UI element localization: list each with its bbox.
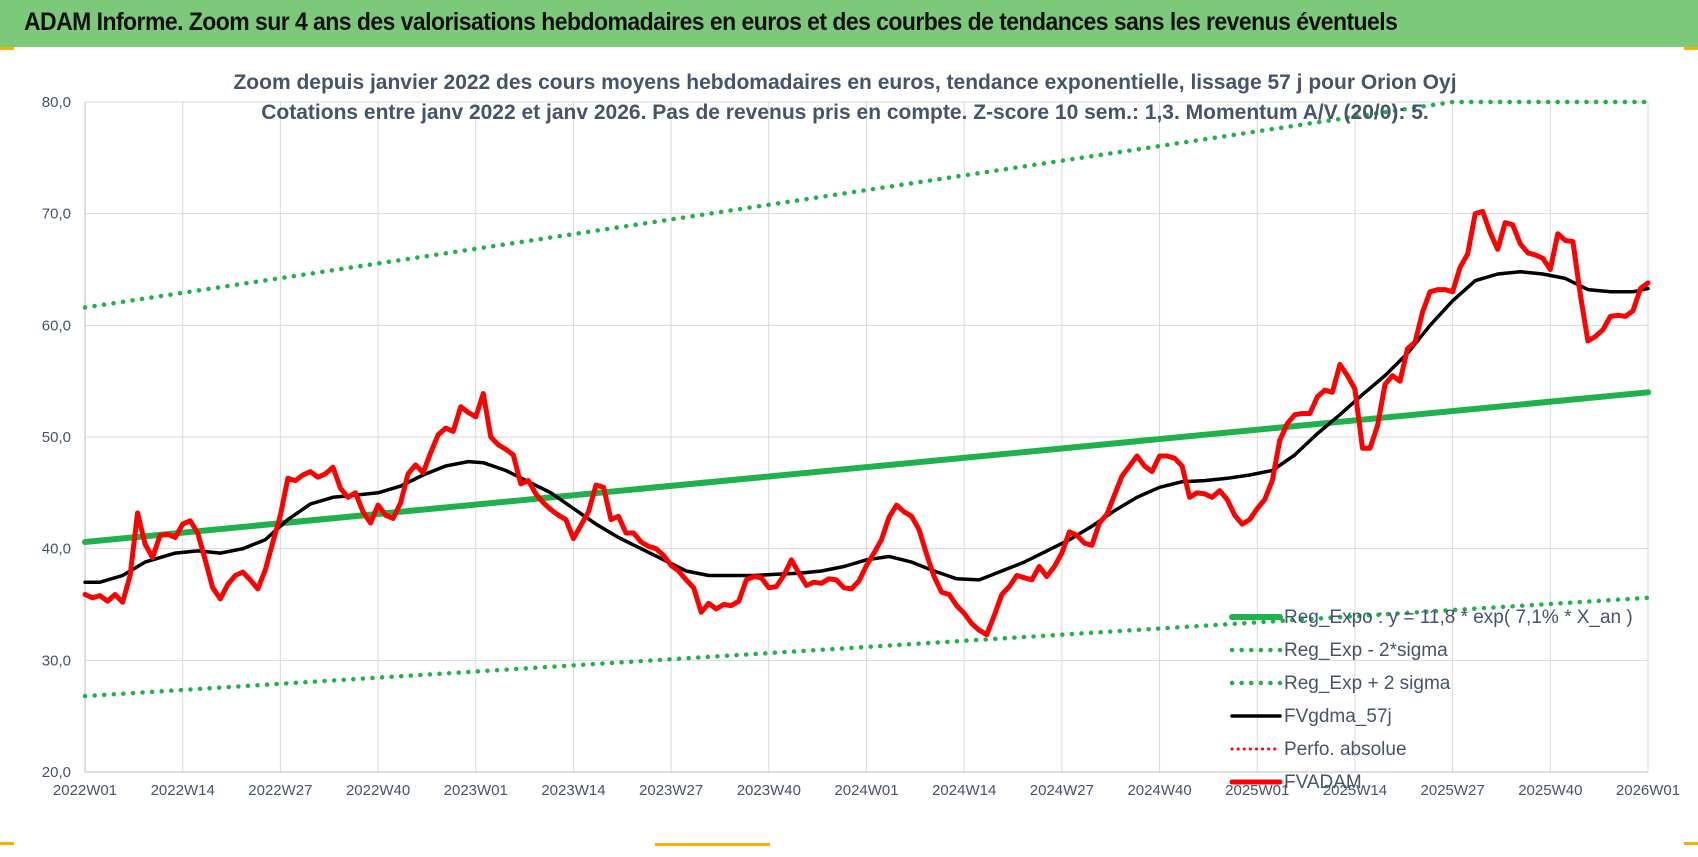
legend: Reg_Expo : y = 11,8 * exp( 7,1% * X_an )…: [1229, 607, 1633, 793]
x-tick-label: 2024W01: [834, 782, 898, 799]
x-tick-label: 2025W01: [1225, 782, 1289, 799]
x-tick-label: 2024W40: [1127, 782, 1191, 799]
gridlines: [84, 101, 1649, 773]
y-tick-label: 60,0: [42, 317, 71, 334]
y-tick-label: 20,0: [42, 764, 71, 781]
x-tick-label: 2023W14: [541, 782, 605, 799]
y-tick-label: 30,0: [42, 652, 71, 669]
x-tick-label: 2023W01: [444, 782, 508, 799]
chart: 20,030,040,050,060,070,080,0 2022W01 2022…: [42, 71, 1680, 799]
legend-label: Reg_Exp + 2 sigma: [1284, 673, 1451, 694]
x-tick-label: 2025W27: [1421, 782, 1485, 799]
legend-label: FVADAM: [1284, 772, 1362, 793]
y-tick-label: 40,0: [42, 541, 71, 558]
y-axis: 20,0 30,0 40,0 50,0 60,0 70,0 80,0: [42, 94, 71, 781]
x-tick-label: 2022W14: [151, 782, 215, 799]
series-layer: [82, 99, 1651, 699]
x-tick-label: 2025W40: [1518, 782, 1582, 799]
y-tick-label: 70,0: [42, 206, 71, 223]
x-tick-label: 2026W01: [1616, 782, 1680, 799]
x-axis: 2022W01 2022W14 2022W27 2022W40 2023W01 2023W…: [53, 782, 1680, 799]
x-tick-label: 2023W40: [737, 782, 801, 799]
y-tick-label: 80,0: [42, 94, 71, 111]
legend-label: Reg_Exp - 2*sigma: [1284, 640, 1448, 661]
x-tick-label: 2022W01: [53, 782, 117, 799]
series-line-1: [82, 595, 1651, 699]
y-tick-label: 50,0: [42, 429, 71, 446]
x-tick-label: 2024W27: [1030, 782, 1094, 799]
series-line-2: [82, 99, 1651, 310]
x-tick-label: 2022W27: [248, 782, 312, 799]
legend-label: Reg_Expo : y = 11,8 * exp( 7,1% * X_an ): [1284, 607, 1633, 628]
header-bar: ADAM Informe. Zoom sur 4 ans des valoris…: [0, 0, 1698, 47]
x-tick-label: 2022W40: [346, 782, 410, 799]
series-line-5: [82, 208, 1651, 638]
x-tick-label: 2023W27: [639, 782, 703, 799]
legend-label: Perfo. absolue: [1284, 739, 1407, 760]
x-tick-label: 2024W14: [932, 782, 996, 799]
chart-subtitle-line2: Cotations entre janv 2022 et janv 2026. …: [261, 101, 1429, 124]
chart-subtitle-line1: Zoom depuis janvier 2022 des cours moyen…: [233, 71, 1456, 94]
legend-label: FVgdma_57j: [1284, 706, 1392, 727]
series-line-0: [82, 389, 1651, 545]
x-tick-label: 2025W14: [1323, 782, 1387, 799]
page-title: ADAM Informe. Zoom sur 4 ans des valoris…: [24, 8, 1398, 36]
